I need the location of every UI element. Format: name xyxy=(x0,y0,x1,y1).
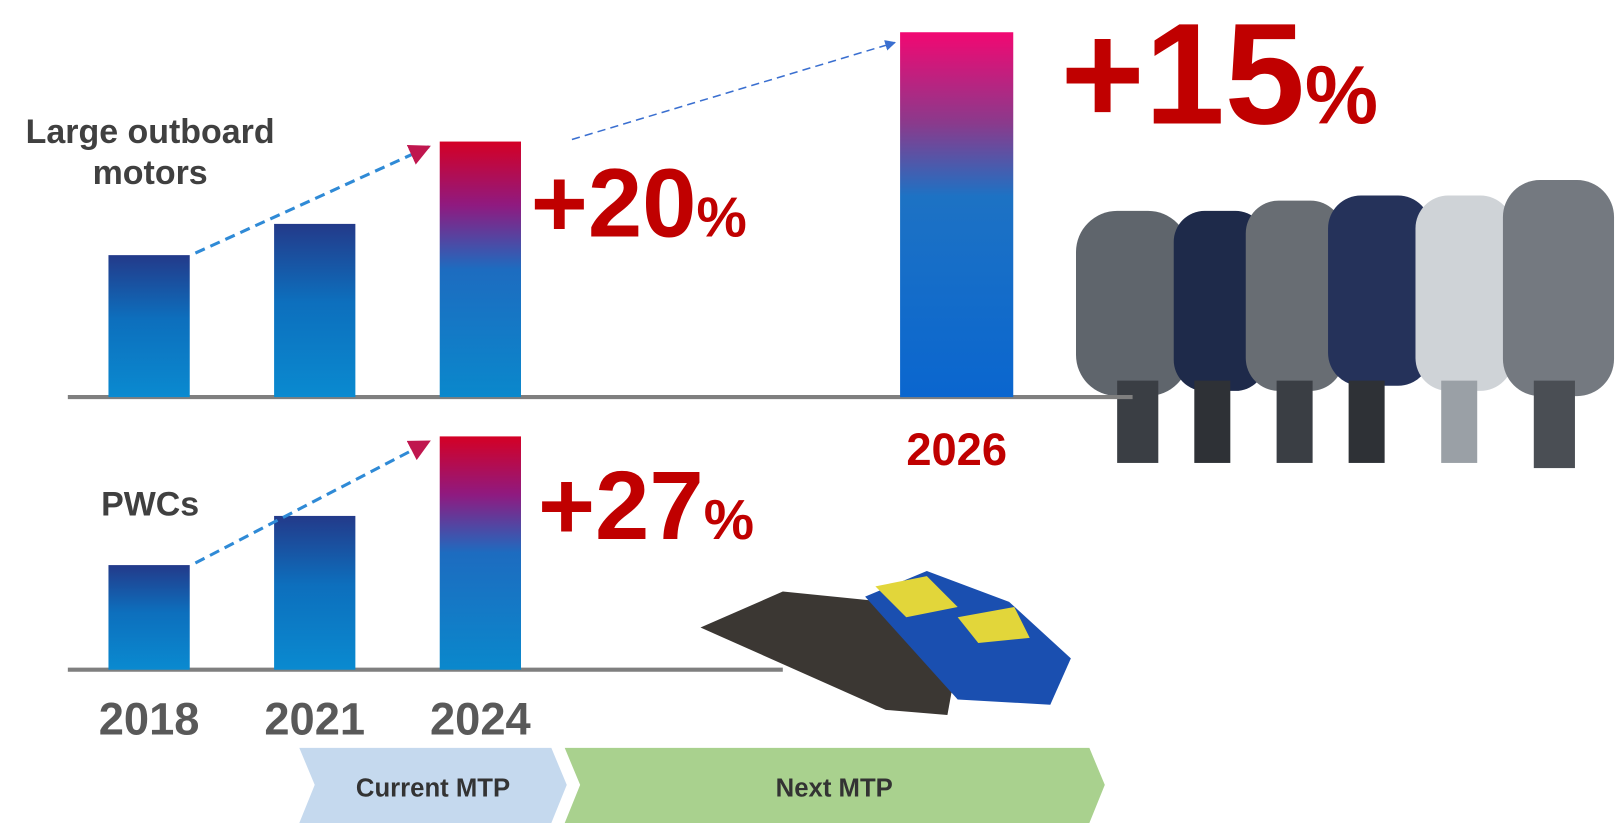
growth-unit: % xyxy=(697,186,747,249)
series-label: PWCs xyxy=(101,484,200,523)
x-tick-label: 2018 xyxy=(99,694,200,745)
growth-number: +27 xyxy=(538,451,704,560)
trend-arrow xyxy=(194,440,431,565)
bar xyxy=(439,141,521,398)
phase-label: Next MTP xyxy=(776,774,893,802)
series-label: Large outboard motors xyxy=(25,112,275,192)
growth-number: +20 xyxy=(531,149,697,258)
phase-banner xyxy=(299,747,567,823)
pwc-image xyxy=(700,570,1071,715)
bar xyxy=(900,32,1014,398)
growth-label: +27% xyxy=(538,451,754,560)
series-label-box: PWCs xyxy=(101,484,200,523)
phase-label: Current MTP xyxy=(356,774,510,802)
growth-number: +15 xyxy=(1061,0,1305,154)
bar xyxy=(274,223,356,398)
series-label-box: Large outboard motors xyxy=(25,112,275,192)
phase-banner xyxy=(564,747,1105,823)
outboard-motors-image xyxy=(1076,180,1615,469)
growth-label: +15% xyxy=(1061,0,1378,154)
growth-label: +20% xyxy=(531,149,747,258)
trend-arrow xyxy=(571,40,896,141)
bar xyxy=(439,436,521,670)
x-tick-label: 2026 xyxy=(906,424,1007,475)
x-tick-label: 2021 xyxy=(264,694,365,745)
bar xyxy=(108,565,190,670)
x-tick-label: 2024 xyxy=(430,694,531,745)
growth-unit: % xyxy=(704,488,754,551)
bar xyxy=(274,515,356,670)
growth-unit: % xyxy=(1305,49,1378,141)
trend-arrow xyxy=(194,144,431,255)
bar xyxy=(108,255,190,398)
